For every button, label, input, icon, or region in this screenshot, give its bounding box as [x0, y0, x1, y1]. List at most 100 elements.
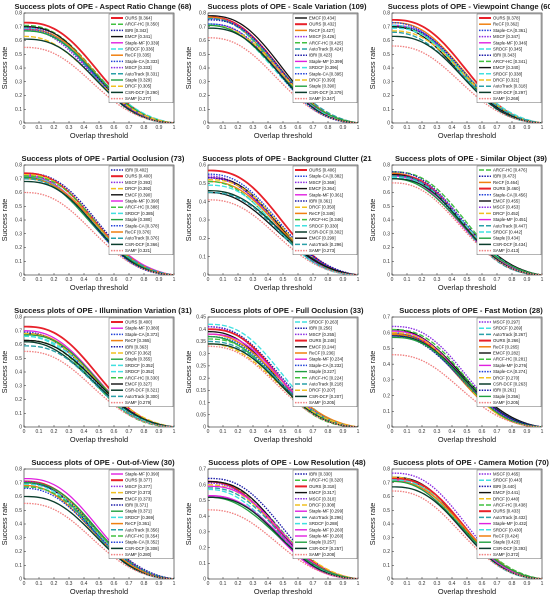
x-tick-label: 0.4 — [81, 277, 88, 283]
y-tick-label: 0.3 — [199, 351, 206, 357]
y-tick-label: 0.2 — [199, 545, 206, 551]
y-tick-label: 0.3 — [383, 535, 390, 541]
x-tick-label: 0.7 — [310, 429, 317, 435]
y-tick-label: 0.7 — [199, 467, 206, 473]
x-tick-label: 0.7 — [494, 125, 501, 131]
x-tick-label: 0.3 — [66, 277, 73, 283]
series-line — [24, 180, 174, 275]
x-tick-label: 0.7 — [310, 277, 317, 283]
legend-entry: DRCF [0.207] — [309, 388, 335, 393]
legend-entry: ReCF [0.427] — [309, 28, 335, 33]
legend-entry: ReCF [0.335] — [125, 53, 151, 58]
x-tick-label: 0.7 — [126, 277, 133, 283]
x-tick-label: 0.3 — [434, 125, 441, 131]
legend: Staple-MF [0.390]OURS [0.377]MSCF [0.377… — [108, 469, 174, 560]
y-tick-label: 0.4 — [383, 522, 390, 528]
legend-entry: MSCF [0.393] — [125, 180, 152, 185]
legend-entry: CSR-DCF [0.297] — [493, 90, 527, 95]
legend-entry: SRDCF [0.430] — [493, 527, 522, 532]
chart-panel: Success plots of OPE - Aspect Ratio Chan… — [0, 2, 192, 140]
x-axis-label: Overlap threshold — [70, 283, 128, 292]
y-axis-label: Success rate — [368, 351, 377, 394]
legend-entry: ARCF-HC [0.281] — [493, 357, 527, 362]
legend-entry: Staple-MF [0.451] — [493, 217, 527, 222]
legend-entry: AutoTrack [0.218] — [309, 382, 343, 387]
chart-panel: Success plots of OPE - Fast Motion (28) 0… — [368, 306, 544, 444]
legend-box — [108, 317, 174, 408]
x-axis-label: Overlap threshold — [438, 435, 496, 444]
series-lines — [392, 18, 542, 123]
chart-panel: Success plots of OPE - Partial Occlusion… — [0, 154, 185, 292]
legend-entry: CSR-DCF [0.321] — [125, 388, 159, 393]
x-tick-label: 0.2 — [419, 581, 426, 587]
legend-entry: DRCF [0.305] — [125, 84, 151, 89]
x-tick-label: 1 — [173, 125, 176, 131]
x-tick-label: 0.6 — [479, 125, 486, 131]
legend-entry: OURS [0.364] — [125, 16, 152, 21]
x-tick-label: 0.4 — [81, 581, 88, 587]
legend-entry: ReCF [0.236] — [309, 351, 335, 356]
legend-entry: Staple [0.390] — [309, 84, 336, 89]
x-tick-label: 0.3 — [66, 125, 73, 131]
legend-entry: CSR-DCF [0.263] — [493, 382, 527, 387]
legend-entry: AutoTrack [0.300] — [125, 394, 159, 399]
legend-box — [476, 13, 542, 104]
series-line — [208, 19, 358, 123]
x-tick-label: 0.6 — [111, 581, 118, 587]
y-tick-label: 0 — [387, 121, 390, 127]
y-tick-label: 0.6 — [15, 190, 22, 196]
y-tick-label: 0.4 — [15, 370, 22, 376]
x-tick-label: 0 — [23, 125, 26, 131]
x-tick-label: 0.1 — [220, 125, 227, 131]
series-lines — [24, 21, 174, 123]
y-tick-label: 0.2 — [199, 93, 206, 99]
y-tick-label: 0.5 — [383, 346, 390, 352]
x-tick-label: 1 — [173, 581, 176, 587]
x-tick-label: 0 — [391, 125, 394, 131]
x-axis-label: Overlap threshold — [254, 435, 312, 444]
legend-entry: SAMF [0.372] — [493, 552, 519, 557]
x-tick-label: 0.3 — [250, 429, 257, 435]
y-tick-label: 0.7 — [199, 24, 206, 30]
series-line — [392, 328, 542, 427]
x-tick-label: 0.5 — [280, 277, 287, 283]
x-tick-label: 0.6 — [479, 429, 486, 435]
y-tick-label: 0.25 — [196, 364, 206, 370]
series-line — [208, 173, 358, 275]
y-tick-label: 0.4 — [199, 199, 206, 205]
legend-entry: IBRI [0.423] — [309, 53, 332, 58]
legend-entry: IBRI [0.473] — [493, 174, 516, 179]
legend-entry: ReCF [0.349] — [309, 211, 335, 216]
y-tick-label: 0.1 — [383, 563, 390, 569]
x-tick-label: 0.1 — [404, 277, 411, 283]
legend-entry: Staple [0.227] — [309, 369, 336, 374]
y-axis-label: Success rate — [368, 503, 377, 546]
legend-entry: EMCF [0.373] — [125, 496, 152, 501]
y-tick-label: 0.1 — [383, 259, 390, 265]
legend-entry: SAMF [0.205] — [493, 400, 519, 405]
legend-entry: MSCF [0.333] — [125, 65, 152, 70]
x-axis-label: Overlap threshold — [254, 283, 312, 292]
x-axis-label: Overlap threshold — [438, 587, 496, 596]
legend-entry: IBRI [0.371] — [125, 503, 148, 508]
legend-entry: OURS [0.460] — [493, 186, 520, 191]
x-tick-label: 0.6 — [479, 581, 486, 587]
legend-entry: SRDCF [0.396] — [309, 65, 338, 70]
chart-panel: Success plots of OPE - Camera Motion (70… — [368, 458, 549, 596]
legend-entry: DRCF [0.321] — [493, 78, 519, 83]
series-line — [208, 27, 358, 123]
y-axis-label: Success rate — [368, 199, 377, 242]
legend-entry: CSR-DCF [0.366] — [125, 242, 159, 247]
y-tick-label: 0.6 — [199, 163, 206, 169]
legend: MSCF [0.465]SRDCF [0.443]IBRI [0.440]EMC… — [476, 469, 542, 560]
x-tick-label: 0.6 — [111, 277, 118, 283]
legend-entry: SRDCF [0.263] — [309, 320, 338, 325]
series-line — [24, 35, 174, 123]
legend-entry: SAMF [0.205] — [309, 400, 335, 405]
legend-entry: IBRI [0.256] — [309, 326, 332, 331]
chart-panel: Success plots of OPE - Similar Object (3… — [368, 154, 547, 292]
legend-box — [108, 469, 174, 560]
legend-entry: MSCF [0.426] — [309, 34, 336, 39]
legend-entry: OURS [0.400] — [125, 174, 152, 179]
legend-entry: Staple [0.355] — [125, 357, 152, 362]
